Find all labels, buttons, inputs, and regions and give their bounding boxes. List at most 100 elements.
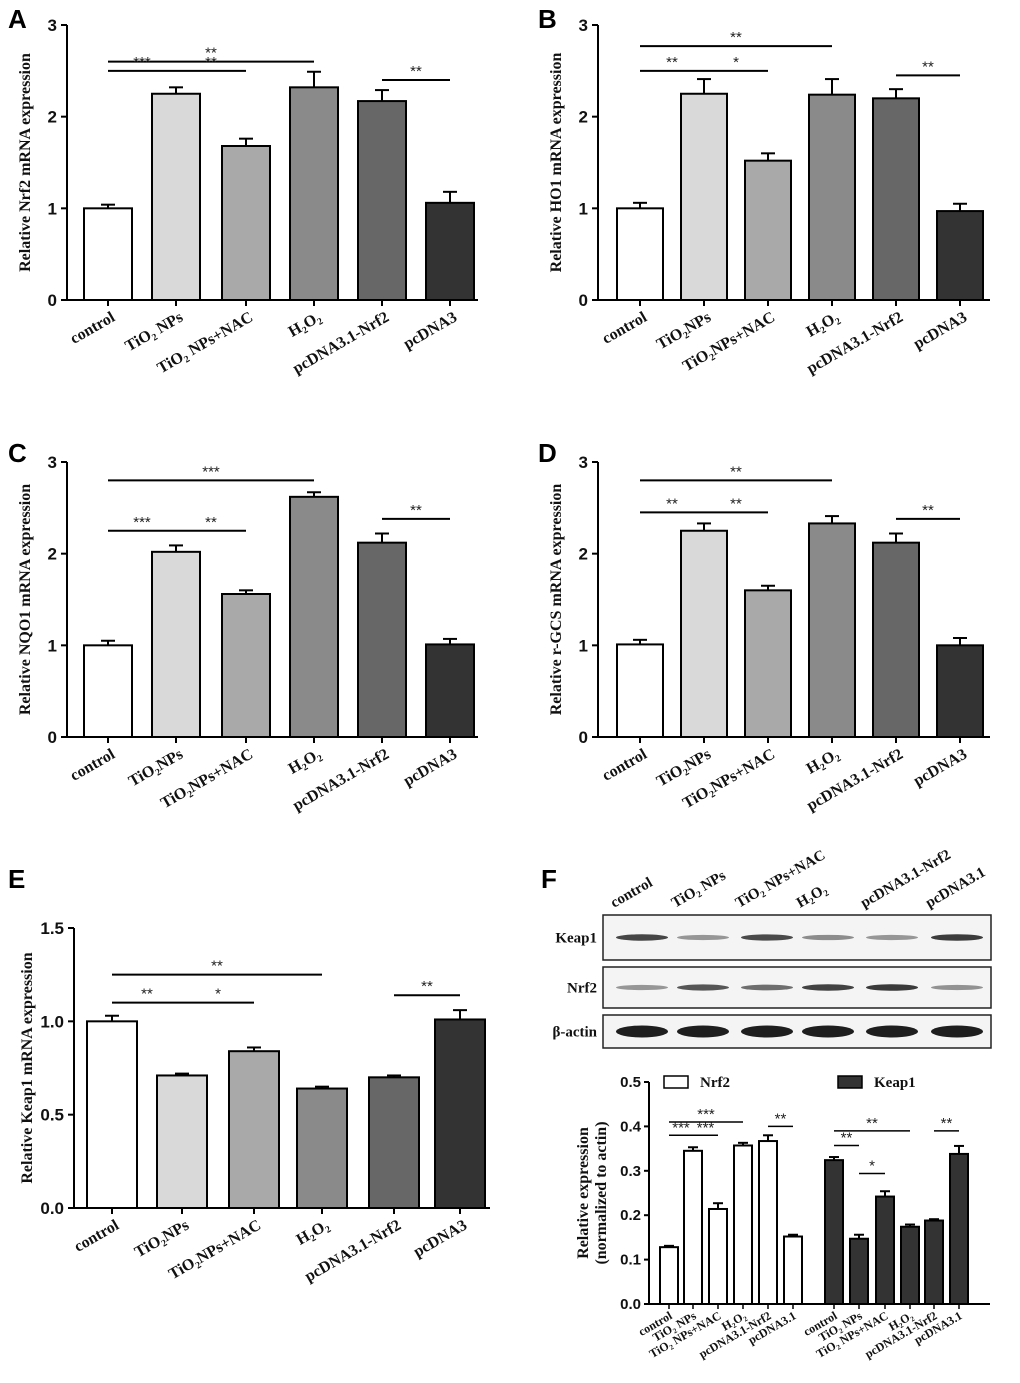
significance-label: ***: [133, 54, 151, 71]
y-tick-label: 0.5: [40, 1106, 64, 1125]
y-axis-label: Relative HO1 mRNA expression: [548, 53, 565, 273]
bar-5: [425, 201, 475, 301]
y-axis-label-2: (normalized to actin): [593, 1121, 610, 1264]
bar-1: [680, 529, 728, 738]
bar-3: [808, 522, 856, 739]
significance-label: *: [733, 54, 739, 71]
y-tick-label: 0.4: [620, 1118, 642, 1135]
y-tick-label: 0.3: [620, 1163, 641, 1180]
blot-band: [866, 984, 918, 991]
bar-0: [616, 643, 664, 739]
bar-1: [151, 92, 201, 301]
bar-4: [872, 541, 920, 739]
y-tick-label: 2: [579, 545, 588, 564]
blot-band: [802, 1025, 854, 1038]
significance-label: **: [421, 978, 433, 995]
significance-label: ***: [672, 1119, 690, 1136]
significance-label: **: [141, 986, 153, 1003]
y-tick-label: 0.5: [620, 1074, 641, 1091]
keap1-bar-5: [949, 1152, 969, 1305]
significance-label: ***: [697, 1119, 715, 1136]
legend-swatch-nrf2: [663, 1075, 689, 1089]
x-tick-label: pcDNA3: [911, 746, 970, 790]
nrf2-bar-1: [683, 1149, 703, 1305]
bar-2: [221, 145, 271, 301]
significance-label: **: [841, 1129, 853, 1146]
panel-label: A: [8, 4, 27, 34]
y-axis-label: Relative Nrf2 mRNA expression: [17, 53, 34, 272]
blot-band: [616, 984, 668, 991]
x-tick-label: pcDNA3: [911, 309, 970, 353]
keap1-bar-4: [924, 1219, 944, 1305]
significance-label: **: [666, 54, 678, 71]
y-tick-label: 2: [48, 108, 57, 127]
bar-4: [357, 100, 407, 302]
significance-label: **: [730, 29, 742, 46]
keap1-bar-0: [824, 1159, 844, 1306]
keap1-bar-3: [900, 1225, 920, 1306]
significance-label: ***: [202, 463, 220, 480]
y-axis-label: Relative expression: [575, 1127, 592, 1259]
y-tick-label: 0.0: [620, 1296, 641, 1313]
significance-label: **: [730, 495, 742, 512]
bar-1: [156, 1074, 208, 1210]
bar-5: [425, 643, 475, 739]
blot-row-label: β-actin: [552, 1025, 597, 1041]
blot-band: [741, 1025, 793, 1038]
bar-5: [936, 644, 984, 738]
blot-band: [931, 1025, 983, 1038]
blot-band: [677, 934, 729, 941]
panel-label: E: [8, 864, 25, 894]
x-tick-label: H₂O₂: [286, 309, 325, 341]
panel-label: F: [541, 864, 557, 894]
nrf2-bar-2: [708, 1207, 728, 1306]
x-tick-label: pcDNA3: [401, 309, 460, 353]
nrf2-bar-5: [783, 1235, 803, 1305]
blot-row-label: Nrf2: [567, 981, 597, 997]
y-tick-label: 1: [579, 199, 588, 218]
bar-0: [83, 644, 133, 738]
bar-5: [936, 210, 984, 301]
blot-band: [931, 934, 983, 941]
bar-1: [151, 550, 201, 738]
y-tick-label: 2: [48, 545, 57, 564]
blot-row-label: Keap1: [555, 931, 597, 947]
x-tick-label: control: [67, 308, 118, 347]
y-tick-label: 0.2: [620, 1207, 641, 1224]
panel-label: D: [538, 438, 557, 468]
x-tick-label: control: [599, 308, 650, 347]
x-tick-label: H₂O₂: [804, 746, 843, 778]
panel-label: C: [8, 438, 27, 468]
y-axis-label: Relative r-GCS mRNA expression: [548, 484, 565, 716]
x-tick-label: H₂O₂: [286, 746, 325, 778]
blot-band: [866, 934, 918, 941]
bar-2: [744, 589, 792, 738]
x-tick-label: pcDNA3: [411, 1217, 470, 1261]
blot-band: [677, 1025, 729, 1038]
significance-label: **: [866, 1115, 878, 1132]
x-tick-label: H₂O₂: [804, 309, 843, 341]
bar-3: [289, 495, 339, 739]
blot-band: [802, 934, 854, 941]
bar-0: [83, 207, 133, 301]
x-tick-label: TiO₂ NPs: [122, 309, 186, 356]
y-tick-label: 0: [579, 291, 588, 310]
keap1-bar-2: [875, 1195, 895, 1305]
y-tick-label: 0: [579, 728, 588, 747]
significance-label: **: [730, 463, 742, 480]
significance-label: **: [211, 958, 223, 975]
y-tick-label: 1.5: [40, 919, 64, 938]
significance-label: **: [922, 502, 934, 519]
y-tick-label: 1.0: [40, 1012, 64, 1031]
bar-2: [744, 159, 792, 301]
legend-label: Keap1: [874, 1075, 916, 1091]
bar-3: [289, 86, 339, 302]
x-tick-label: control: [599, 745, 650, 784]
blot-band: [802, 984, 854, 991]
x-tick-label: pcDNA3: [401, 746, 460, 790]
y-tick-label: 0.1: [620, 1252, 641, 1269]
y-tick-label: 1: [48, 636, 57, 655]
y-tick-label: 0: [48, 728, 57, 747]
x-tick-label: control: [67, 745, 118, 784]
blot-band: [677, 984, 729, 991]
